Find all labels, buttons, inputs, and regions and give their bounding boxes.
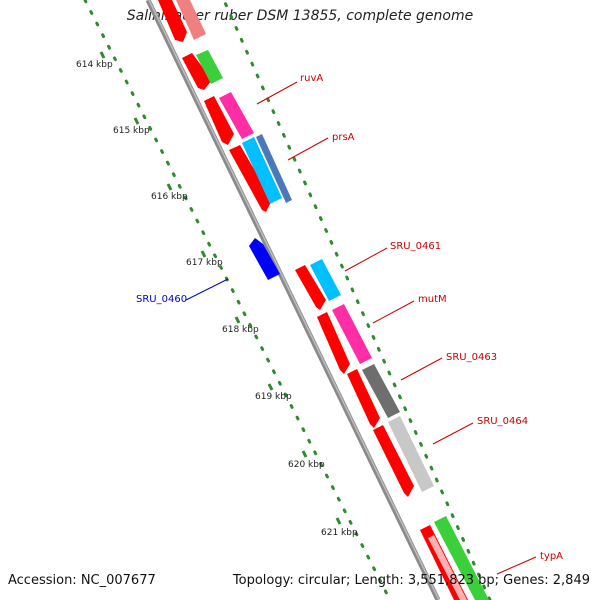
- gene-label-mutM[interactable]: mutM: [418, 294, 447, 305]
- gene-block[interactable]: [176, 0, 206, 40]
- topology-text: Topology: circular; Length: 3,551,823 bp…: [232, 573, 590, 588]
- tick-labels: 614 kbp 615 kbp 616 kbp 617 kbp 618 kbp …: [76, 60, 358, 538]
- gene-block[interactable]: [219, 92, 254, 139]
- gene-block[interactable]: [332, 304, 372, 364]
- gene-label-SRU_0464[interactable]: SRU_0464: [477, 416, 528, 427]
- gene-block[interactable]: [310, 259, 341, 301]
- tick-label: 615 kbp: [113, 126, 150, 136]
- tick-label: 619 kbp: [255, 392, 292, 402]
- gene-arrow[interactable]: [182, 53, 212, 90]
- gene-arrow-reverse[interactable]: [249, 238, 280, 280]
- cog-colored-genes: [176, 0, 489, 600]
- tick-label: 621 kbp: [321, 528, 358, 538]
- label-leader-lines: [185, 81, 537, 575]
- gene-block[interactable]: [256, 134, 292, 203]
- major-ticks: [99, 51, 342, 525]
- gene-labels: ruvA prsA SRU_0461 mutM SRU_0463 SRU_046…: [136, 73, 563, 562]
- gene-arrow[interactable]: [373, 425, 414, 497]
- genome-backbone: [145, 0, 441, 600]
- gene-label-SRU_0461[interactable]: SRU_0461: [390, 241, 441, 252]
- gene-block[interactable]: [362, 364, 400, 418]
- gene-block[interactable]: [434, 516, 489, 600]
- gene-label-SRU_0463[interactable]: SRU_0463: [446, 352, 497, 363]
- gene-arrow[interactable]: [347, 369, 380, 428]
- gene-label-typA[interactable]: typA: [540, 551, 563, 562]
- gene-label-prsA[interactable]: prsA: [332, 132, 355, 143]
- gene-block[interactable]: [428, 535, 467, 600]
- gene-arrow[interactable]: [204, 96, 234, 145]
- gene-arrow[interactable]: [295, 265, 326, 310]
- outer-dotted-ring: [222, 0, 492, 600]
- gene-label-SRU_0460[interactable]: SRU_0460: [136, 294, 187, 305]
- gene-arrow[interactable]: [229, 145, 272, 212]
- tick-label: 620 kbp: [288, 460, 325, 470]
- tick-label: 616 kbp: [151, 192, 188, 202]
- gene-arrow[interactable]: [317, 312, 350, 374]
- map-title: Salinibacter ruber DSM 13855, complete g…: [126, 8, 474, 24]
- gene-arrow[interactable]: [158, 0, 187, 42]
- tick-label: 614 kbp: [76, 60, 113, 70]
- tick-label: 618 kbp: [222, 325, 259, 335]
- accession-text: Accession: NC_007677: [8, 573, 156, 588]
- gene-block[interactable]: [388, 416, 434, 492]
- tick-label: 617 kbp: [186, 258, 223, 268]
- inner-dotted-ring: [83, 0, 392, 600]
- gene-block[interactable]: [196, 50, 223, 84]
- gene-block[interactable]: [242, 137, 282, 204]
- gene-label-ruvA[interactable]: ruvA: [300, 73, 323, 84]
